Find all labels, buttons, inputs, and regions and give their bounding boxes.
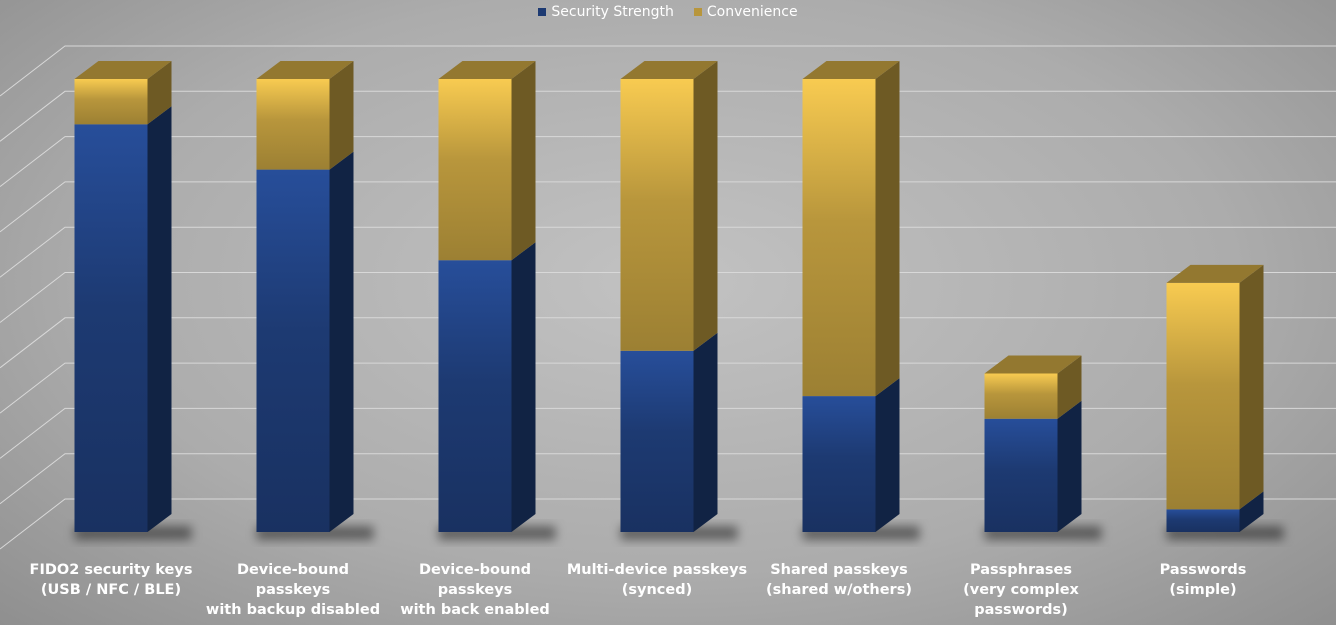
grid-line xyxy=(0,453,1336,505)
grid-line xyxy=(0,90,1336,142)
bar-side xyxy=(875,61,900,397)
bar-segment xyxy=(620,79,694,351)
bar-side xyxy=(1057,355,1082,419)
bar-side xyxy=(147,61,172,125)
x-tick-label: Multi-device passkeys (synced) xyxy=(566,562,748,598)
bar-segment xyxy=(256,79,330,170)
bar-top xyxy=(74,61,172,79)
legend: Security Strength Convenience xyxy=(0,4,1336,20)
bar-segment xyxy=(984,418,1058,532)
bar-segment xyxy=(438,79,512,261)
bar-top xyxy=(620,61,718,79)
bar-segment xyxy=(256,169,330,532)
x-tick-label: FIDO2 security keys (USB / NFC / BLE) xyxy=(29,562,193,598)
bar-side xyxy=(511,242,536,532)
grid-line xyxy=(0,317,1336,369)
grid-line xyxy=(0,45,1336,97)
bar-side xyxy=(511,61,536,261)
grid-line xyxy=(0,226,1336,278)
x-tick-label: Device-bound passkeys with backup disabl… xyxy=(205,562,381,618)
x-tick-label: Device-bound passkeys with back enabled xyxy=(400,562,550,618)
bar-side xyxy=(875,378,900,532)
bar-top xyxy=(1166,264,1264,283)
bar-top xyxy=(984,355,1082,374)
x-tick-label: Passphrases (very complex passwords) xyxy=(963,562,1079,618)
legend-label: Convenience xyxy=(706,4,798,20)
grid-line xyxy=(0,407,1336,459)
bar-segment xyxy=(1166,509,1240,532)
bar-side xyxy=(329,61,354,170)
bar-segment xyxy=(438,260,512,532)
bar-side xyxy=(1239,264,1264,510)
legend-swatch xyxy=(538,8,547,16)
bar-segment xyxy=(802,79,876,397)
bar-segment xyxy=(802,396,876,532)
legend-swatch xyxy=(693,8,702,16)
grid-line xyxy=(0,362,1336,414)
bar-side xyxy=(1057,400,1082,532)
bar-segment xyxy=(620,350,694,532)
bar-side xyxy=(147,106,172,533)
bar-top xyxy=(802,61,900,79)
bar-top xyxy=(256,61,354,79)
grid-line xyxy=(0,136,1336,187)
bar-side xyxy=(1239,491,1264,532)
bar-segment xyxy=(74,124,148,533)
grid-line xyxy=(0,181,1336,233)
grid-line xyxy=(0,498,1336,550)
legend-item: Security Strength xyxy=(538,4,674,20)
bar-side xyxy=(329,151,354,532)
bar-top xyxy=(438,61,536,79)
bar-side xyxy=(693,61,718,351)
bar-segment xyxy=(1166,282,1240,510)
x-tick-label: Passwords (simple) xyxy=(1159,562,1247,598)
legend-label: Security Strength xyxy=(551,4,674,20)
legend-item: Convenience xyxy=(693,4,798,20)
x-tick-label: Shared passkeys (shared w/others) xyxy=(766,562,912,598)
bar-side xyxy=(693,332,718,532)
grid-line xyxy=(0,272,1336,323)
bar-segment xyxy=(984,373,1058,419)
bar-segment xyxy=(74,79,148,125)
